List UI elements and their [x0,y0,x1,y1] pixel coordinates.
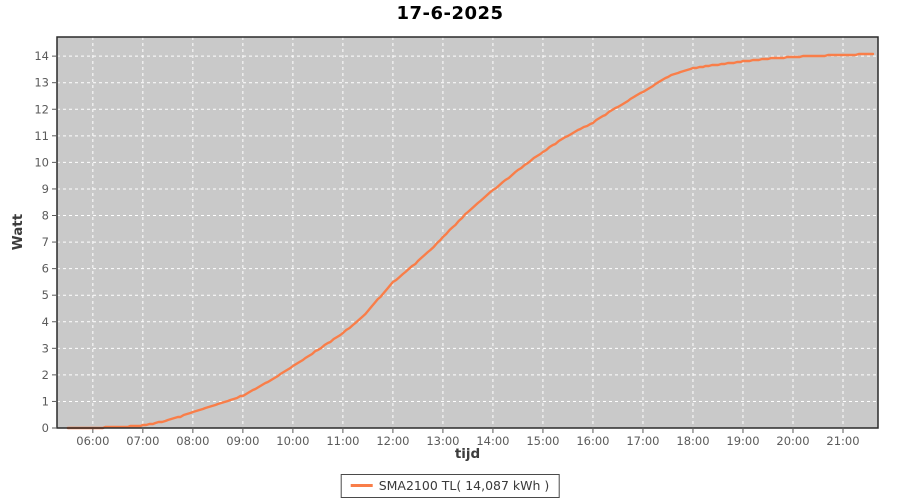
plot-border [56,36,879,429]
y-tick-label: 1 [42,394,49,408]
x-tick-label: 18:00 [676,434,709,448]
y-tick-label: 8 [42,209,49,223]
legend-label: SMA2100 TL( 14,087 kWh ) [378,478,550,493]
y-tick-label: 9 [42,182,49,196]
plot-background [57,37,878,428]
x-tick-label: 08:00 [176,434,209,448]
x-tick-label: 10:00 [276,434,309,448]
x-axis-label: tijd [454,446,481,462]
y-tick-label: 11 [34,129,49,143]
legend-line-swatch [350,484,373,487]
y-tick-label: 4 [42,315,49,329]
y-tick-label: 2 [42,368,49,382]
y-tick-label: 12 [34,102,49,116]
chart-title: 17-6-2025 [396,3,504,24]
x-tick-label: 07:00 [126,434,159,448]
x-tick-label: 11:00 [326,434,359,448]
y-tick-label: 7 [42,235,49,249]
x-tick-label: 13:00 [426,434,459,448]
x-tick-label: 17:00 [626,434,659,448]
x-tick-label: 20:00 [776,434,809,448]
x-tick-label: 09:00 [226,434,259,448]
y-tick-label: 10 [34,155,49,169]
y-tick-label: 6 [42,262,49,276]
x-tick-label: 14:00 [476,434,509,448]
x-tick-label: 12:00 [376,434,409,448]
x-tick-label: 06:00 [76,434,109,448]
y-tick-label: 5 [42,288,49,302]
x-tick-label: 19:00 [726,434,759,448]
y-tick-label: 13 [34,76,49,90]
x-tick-label: 16:00 [576,434,609,448]
x-tick-label: 15:00 [526,434,559,448]
legend: SMA2100 TL( 14,087 kWh ) [340,474,560,498]
x-tick-label: 21:00 [826,434,859,448]
y-tick-label: 14 [34,49,49,63]
series-line [66,52,875,430]
y-tick-label: 3 [42,341,49,355]
y-tick-label: 0 [42,421,49,435]
